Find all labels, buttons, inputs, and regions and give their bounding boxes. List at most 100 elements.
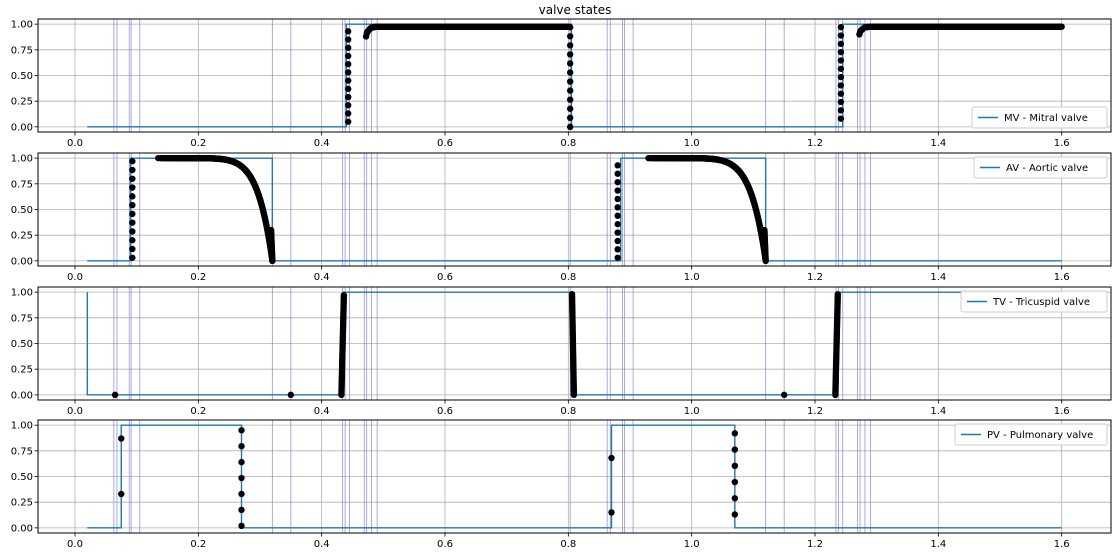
- legend-label: TV - Tricuspid valve: [992, 297, 1090, 308]
- data-point: [614, 204, 621, 211]
- data-point: [344, 110, 352, 117]
- data-point: [731, 495, 739, 502]
- data-point: [614, 178, 621, 186]
- data-point: [614, 162, 621, 169]
- data-point: [780, 391, 788, 399]
- x-tick-label: 0.6: [437, 539, 453, 550]
- x-tick-label: 0.6: [437, 272, 453, 283]
- x-tick-label: 1.2: [807, 539, 823, 550]
- data-point: [566, 69, 574, 76]
- data-point: [834, 290, 842, 298]
- data-point: [731, 478, 739, 486]
- data-point: [566, 51, 574, 58]
- data-point: [344, 69, 352, 76]
- y-tick-label: 0.50: [11, 71, 33, 82]
- x-tick-label: 1.4: [930, 272, 946, 283]
- legend: PV - Pulmonary valve: [954, 423, 1108, 446]
- data-point: [731, 511, 739, 518]
- panel-3: 0.00 0.25 0.50 0.75 1.00 0.0 0.2 0.4 0.6 0.8 1.0 1.…: [11, 286, 1112, 417]
- x-tick-label: 1.6: [1054, 138, 1070, 149]
- y-tick-label: 0.75: [11, 446, 33, 457]
- data-point: [238, 443, 245, 450]
- data-point: [129, 166, 136, 174]
- data-point: [565, 23, 572, 30]
- data-point: [238, 458, 245, 466]
- x-tick-label: 1.6: [1054, 539, 1070, 550]
- data-point: [129, 237, 136, 244]
- data-point: [269, 257, 276, 265]
- data-point: [129, 210, 136, 218]
- data-point: [568, 290, 576, 298]
- y-tick-label: 0.75: [11, 313, 33, 324]
- y-tick-label: 0.00: [11, 122, 33, 133]
- x-tick-label: 1.4: [930, 539, 946, 550]
- x-tick-label: 0.4: [314, 272, 330, 283]
- data-point: [614, 187, 621, 194]
- data-point: [287, 391, 295, 399]
- data-point: [566, 60, 574, 67]
- data-point: [344, 93, 352, 101]
- data-point: [566, 123, 574, 131]
- series-line: [87, 424, 1062, 529]
- data-point: [566, 42, 574, 49]
- data-point: [614, 212, 621, 219]
- x-tick-label: 1.0: [684, 138, 700, 149]
- x-tick-label: 1.6: [1054, 406, 1070, 417]
- y-tick-label: 0.50: [11, 339, 33, 350]
- data-point: [614, 229, 621, 236]
- data-point: [608, 454, 615, 462]
- y-tick-label: 0.25: [11, 498, 33, 509]
- data-point: [731, 430, 739, 437]
- data-point: [129, 254, 136, 261]
- data-point: [340, 292, 348, 299]
- data-point: [566, 96, 574, 103]
- x-tick-label: 0.2: [190, 138, 206, 149]
- x-tick-label: 0.2: [190, 539, 206, 550]
- data-point: [614, 246, 621, 253]
- data-point: [614, 195, 621, 203]
- x-tick-label: 1.2: [807, 406, 823, 417]
- x-tick-label: 1.4: [930, 406, 946, 417]
- x-tick-label: 0.0: [67, 406, 83, 417]
- x-tick-label: 0.8: [560, 406, 576, 417]
- data-point: [129, 245, 136, 253]
- x-tick-label: 0.4: [314, 539, 330, 550]
- data-point: [608, 509, 615, 516]
- x-tick-label: 1.0: [684, 272, 700, 283]
- data-point: [762, 257, 769, 265]
- data-point: [566, 114, 574, 122]
- x-tick-label: 0.4: [314, 138, 330, 149]
- data-point: [238, 490, 245, 498]
- series-line: [87, 157, 1062, 262]
- data-point: [118, 435, 125, 442]
- x-tick-label: 0.2: [190, 272, 206, 283]
- data-point: [344, 60, 352, 68]
- data-point: [614, 254, 621, 261]
- data-point: [614, 170, 621, 177]
- data-point: [837, 98, 845, 106]
- plot-area: [38, 19, 1111, 132]
- data-point: [566, 105, 574, 112]
- x-tick-label: 1.4: [930, 138, 946, 149]
- data-point: [129, 193, 136, 200]
- data-point: [837, 57, 845, 64]
- panel-4: 0.00 0.25 0.50 0.75 1.00 0.0 0.2 0.4 0.6 0.8 1.0 1.…: [11, 419, 1112, 550]
- y-tick-label: 0.00: [11, 523, 33, 534]
- data-point: [837, 107, 845, 114]
- legend-box: [954, 423, 1108, 446]
- x-tick-label: 0.0: [67, 272, 83, 283]
- y-tick-label: 0.25: [11, 365, 33, 376]
- data-point: [614, 237, 621, 245]
- data-point: [129, 201, 136, 209]
- data-point: [837, 90, 845, 97]
- data-point: [238, 427, 245, 434]
- data-point: [344, 77, 352, 84]
- panel-1: 0.00 0.25 0.50 0.75 1.00 0.0 0.2 0.4 0.6 0.8 1.0 1.…: [11, 18, 1112, 149]
- legend: TV - Tricuspid valve: [960, 290, 1108, 313]
- x-tick-label: 0.2: [190, 406, 206, 417]
- legend-label: AV - Aortic valve: [1006, 163, 1088, 174]
- data-point: [238, 522, 245, 530]
- data-point: [344, 52, 352, 60]
